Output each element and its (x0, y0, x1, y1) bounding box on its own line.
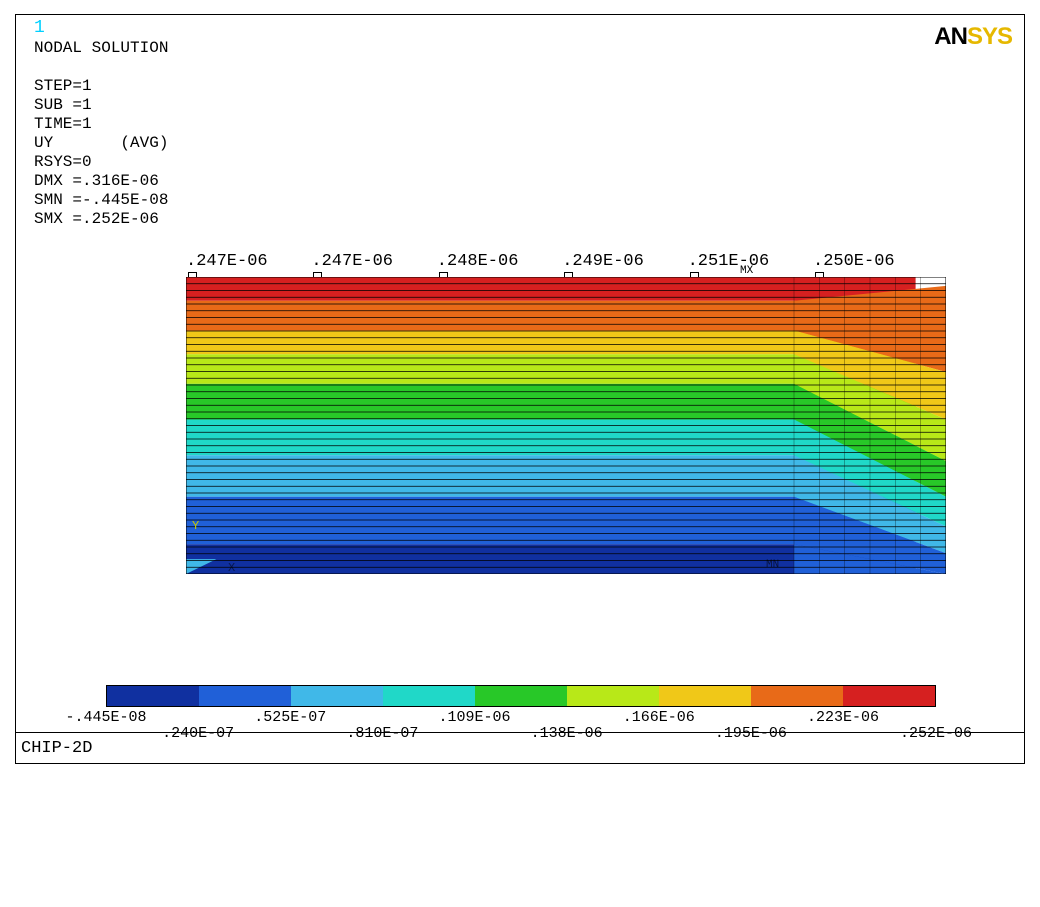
top-value: .249E-06 (562, 252, 644, 271)
ansys-logo: ANSYS (934, 23, 1012, 51)
legend-tick: .223E-06 (807, 709, 879, 726)
mx-label: MX (740, 265, 753, 277)
legend-tick: .195E-06 (715, 725, 787, 742)
logo-an: AN (934, 23, 967, 50)
legend-segment (843, 686, 935, 706)
top-value: .247E-06 (311, 252, 393, 271)
legend-tick: .109E-06 (439, 709, 511, 726)
legend-tick: .252E-06 (900, 725, 972, 742)
logo-sys: SYS (967, 23, 1012, 50)
y-axis-label: Y (192, 519, 199, 533)
window-number: 1 (34, 18, 45, 38)
legend-bar (106, 685, 936, 707)
legend-tick: .810E-07 (346, 725, 418, 742)
legend-labels: -.445E-08.240E-07.525E-07.810E-07.109E-0… (106, 707, 936, 743)
legend-tick: .240E-07 (162, 725, 234, 742)
legend-tick: .166E-06 (623, 709, 695, 726)
solution-header: NODAL SOLUTION STEP=1 SUB =1 TIME=1 UY (… (34, 39, 168, 229)
legend-tick: -.445E-08 (65, 709, 146, 726)
color-legend: -.445E-08.240E-07.525E-07.810E-07.109E-0… (106, 685, 936, 743)
x-axis-label: X (228, 561, 235, 575)
plot-frame: 1 ANSYS NODAL SOLUTION STEP=1 SUB =1 TIM… (15, 14, 1025, 764)
top-value: .250E-06 (813, 252, 895, 271)
footer-title: CHIP-2D (21, 739, 92, 758)
legend-tick: .138E-06 (531, 725, 603, 742)
legend-tick: .525E-07 (254, 709, 326, 726)
top-value-labels: .247E-06 .247E-06 .248E-06 .249E-06 .251E-06… (186, 252, 946, 272)
footer-divider (16, 732, 1024, 733)
legend-segment (475, 686, 567, 706)
mn-label: MN (766, 559, 779, 571)
legend-segment (659, 686, 751, 706)
legend-segment (567, 686, 659, 706)
legend-segment (291, 686, 383, 706)
top-value: .248E-06 (437, 252, 519, 271)
contour-plot: Y X MN (186, 277, 946, 574)
legend-segment (107, 686, 199, 706)
top-value: .251E-06 (688, 252, 770, 271)
top-value: .247E-06 (186, 252, 268, 271)
legend-segment (199, 686, 291, 706)
legend-segment (383, 686, 475, 706)
legend-segment (751, 686, 843, 706)
